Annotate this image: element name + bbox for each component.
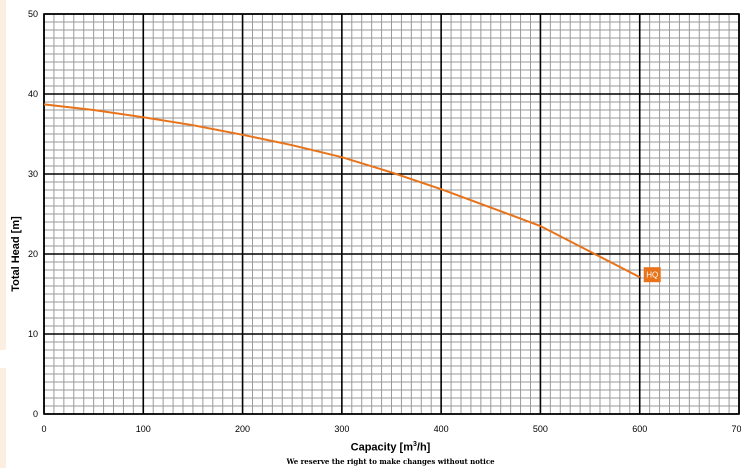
- y-axis-label: Total Head [m]: [10, 216, 22, 292]
- x-tick-label: 200: [235, 424, 250, 434]
- x-tick-label: 100: [136, 424, 151, 434]
- x-tick-label: 400: [434, 424, 449, 434]
- y-tick-label: 40: [28, 89, 38, 99]
- disclaimer-note: We reserve the right to make changes wit…: [286, 457, 495, 466]
- x-tick-label: 0: [41, 424, 46, 434]
- y-tick-label: 20: [28, 249, 38, 259]
- series-line-hq: [43, 103, 641, 279]
- y-tick-label: 10: [28, 329, 38, 339]
- x-tick-label: 500: [533, 424, 548, 434]
- x-tick-label: 300: [334, 424, 349, 434]
- series-label: HQ: [646, 271, 658, 280]
- left-accent-strip-lower: [0, 368, 6, 468]
- plot-frame: [43, 13, 740, 415]
- y-tick-label: 50: [28, 9, 38, 19]
- x-tick-label: 600: [632, 424, 647, 434]
- x-axis-label: Capacity [m3/h]: [350, 441, 431, 454]
- x-tick-label: 700: [731, 424, 741, 434]
- y-tick-label: 30: [28, 169, 38, 179]
- series-label-box: [643, 267, 661, 283]
- y-tick-label: 0: [33, 409, 38, 419]
- left-accent-strip: [0, 0, 6, 350]
